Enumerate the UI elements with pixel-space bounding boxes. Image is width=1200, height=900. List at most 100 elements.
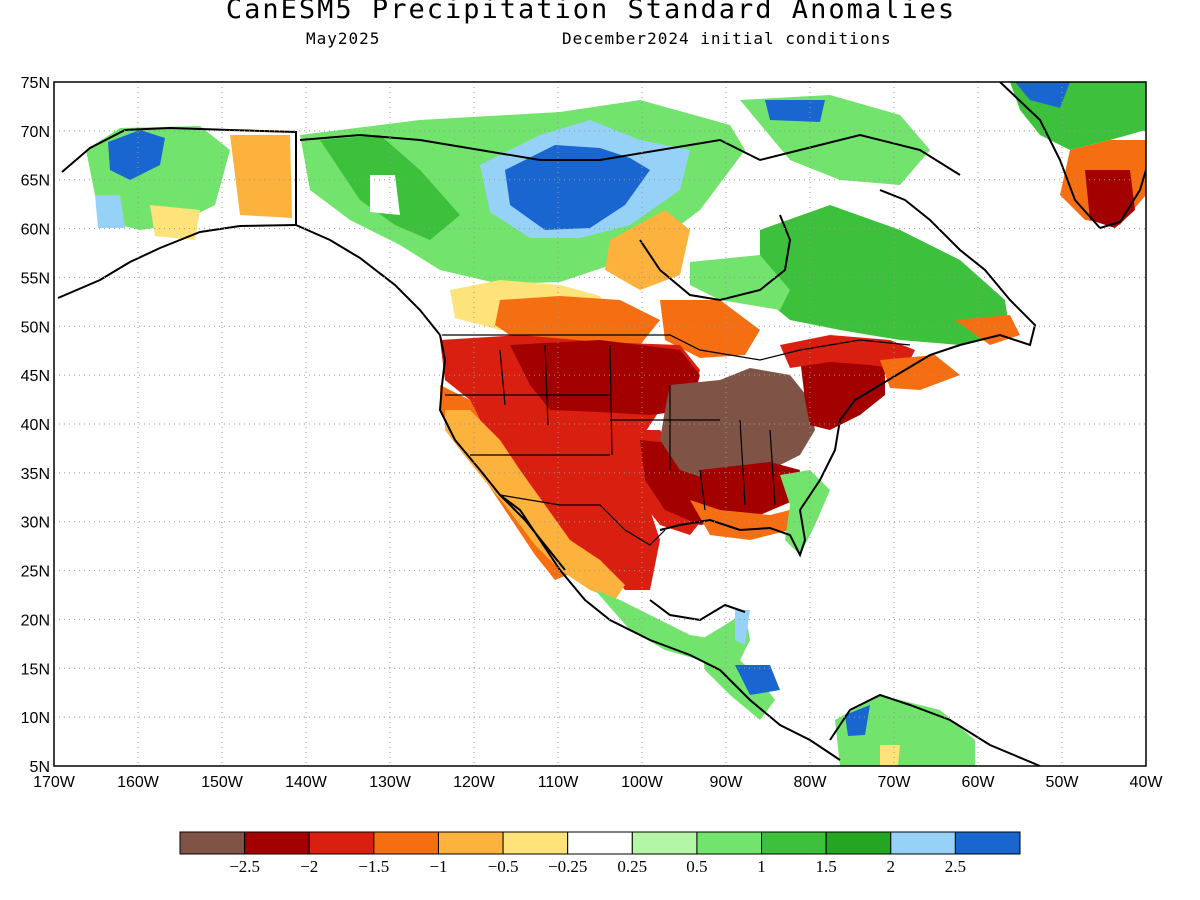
lon-tick-label: 40W [1130,774,1164,791]
anomaly-region-northeast-orange [880,355,960,390]
coastline-east [799,189,1037,511]
colorbar-swatch [954,831,1021,855]
colorbar [179,831,1021,855]
colorbar-label: −0.5 [488,857,519,876]
colorbar-swatch [502,831,569,855]
lon-tick-label: 80W [794,774,828,791]
anomaly-region-ontario-orange [660,300,760,358]
colorbar-label: 0.5 [686,857,707,876]
colorbar-label: 2 [887,857,896,876]
colorbar-swatch [567,831,633,855]
colorbar-swatch [244,831,310,855]
lon-tick-label: 120W [453,774,496,791]
initial-conditions-label: December2024 initial conditions [562,29,892,48]
lat-tick-label: 5N [30,759,50,776]
anomaly-region-alaska-lightblue [95,195,125,228]
map-title: CanESM5 Precipitation Standard Anomalies [225,0,957,25]
plot-frame [53,81,1147,767]
coastline-south-america [829,693,1041,766]
anomaly-region-southern-plains-dark [640,440,730,525]
coastline-alaska-south [57,224,297,299]
anomaly-region-quebec-light [690,255,790,310]
coastline-west-coast [438,334,841,761]
coastline-arctic [299,133,961,176]
colorbar-label: 1 [757,857,766,876]
lat-tick-label: 15N [21,661,50,678]
anomaly-region-mackenzie-white [370,175,400,215]
colorbar-label: −2 [300,857,318,876]
anomaly-fields [86,82,1146,766]
anomaly-region-northern-plains [510,340,700,415]
lat-tick-label: 50N [21,319,50,336]
lon-tick-label: 70W [878,774,912,791]
anomaly-region-maritimes [955,315,1020,345]
colorbar-label: −2.5 [229,857,260,876]
colorbar-label: −1.5 [358,857,389,876]
coastline-yucatan [649,599,746,622]
colorbar-label: −1 [429,857,447,876]
lat-tick-label: 55N [21,270,50,287]
anomaly-region-southern-alaska [230,135,292,218]
coastline-hudson-bay [639,214,792,302]
lat-tick-label: 70N [21,124,50,141]
latitude-labels: 75N 70N 65N 60N 55N 50N 45N 40N 35N 30N 25N 20N 15N 1… [21,75,50,776]
lon-tick-label: 90W [710,774,744,791]
lon-tick-label: 130W [369,774,412,791]
lon-tick-label: 60W [962,774,996,791]
anomaly-region-southeast-orange [690,500,790,540]
border-us-mexico [499,494,666,546]
anomaly-region-baffin-blue [765,100,825,122]
lon-tick-label: 50W [1046,774,1080,791]
lon-tick-label: 170W [33,774,76,791]
colorbar-swatch [631,831,698,855]
colorbar-swatch [696,831,763,855]
border-us-canada [442,334,911,361]
lat-tick-label: 25N [21,564,50,581]
lat-tick-label: 20N [21,612,50,629]
anomaly-region-southwest-us [445,410,625,600]
anomaly-region-central-america-lightblue [735,610,750,645]
lon-tick-label: 110W [538,774,580,791]
colorbar-label: 0.25 [617,857,647,876]
lon-tick-label: 150W [201,774,244,791]
graticule [54,82,1146,766]
anomaly-region-nunavut [505,145,650,230]
lat-tick-label: 35N [21,466,50,483]
anomaly-region-central-america-blue [735,665,780,695]
anomaly-region-southern-greenland [1085,170,1135,228]
lon-tick-label: 160W [117,774,160,791]
colorbar-swatch [761,831,827,855]
colorbar-label: −0.25 [548,857,587,876]
coastline-gulf [659,509,807,558]
colorbar-label: 1.5 [816,857,837,876]
anomaly-region-colombia-yellow [880,745,900,766]
lat-tick-label: 40N [21,417,50,434]
colorbar-swatch [825,831,892,855]
longitude-labels: 170W 160W 150W 140W 130W 120W 110W 100W 90W 80W 70… [33,774,1163,791]
colorbar-swatch [890,831,956,855]
lat-tick-label: 30N [21,515,50,532]
colorbar-swatch [179,831,246,855]
political-borders [442,334,911,546]
coastline-baja [499,494,566,571]
anomaly-region-ohio-valley [660,368,815,480]
colorbar-labels: −2.5 −2 −1.5 −1 −0.5 −0.25 0.25 0.5 1 1.5 2 2.5 [229,857,966,876]
lat-tick-label: 65N [21,173,50,190]
anomaly-region-greenland-blue [1015,82,1070,108]
lat-tick-label: 10N [21,710,50,727]
lat-tick-label: 60N [21,222,50,239]
colorbar-swatch [437,831,504,855]
anomaly-region-northeast-us [800,345,885,430]
colorbar-label: 2.5 [945,857,966,876]
coastlines [57,82,1146,766]
lat-tick-label: 45N [21,368,50,385]
lon-tick-label: 140W [285,774,328,791]
anomaly-region-alaska-south-yellow [150,205,200,240]
anomaly-region-quebec-labrador [760,205,1010,345]
colorbar-swatch [373,831,439,855]
coastline-greenland [999,82,1146,230]
anomaly-region-western-alaska [108,130,165,180]
anomaly-region-colombia-blue [845,705,870,736]
anomaly-region-florida-green [780,470,830,555]
